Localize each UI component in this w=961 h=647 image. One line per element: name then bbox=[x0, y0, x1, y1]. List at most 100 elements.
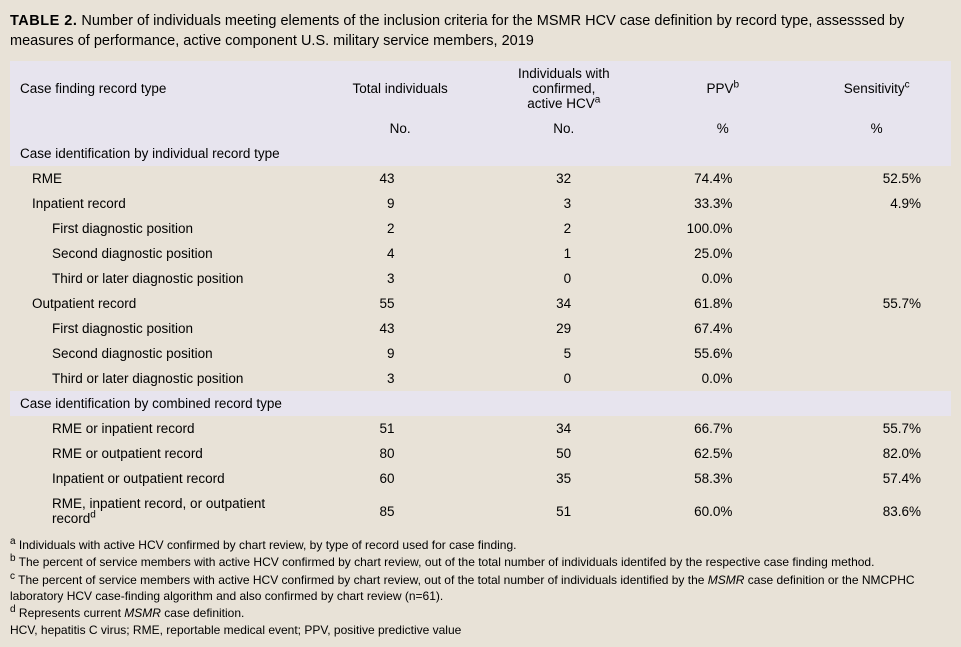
subhead-pct-2: % bbox=[802, 116, 951, 141]
row-label: Inpatient record bbox=[10, 191, 316, 216]
cell-sensitivity bbox=[802, 316, 951, 341]
cell-confirmed: 0 bbox=[485, 266, 644, 291]
cell-ppv: 0.0% bbox=[643, 266, 802, 291]
cell-confirmed: 0 bbox=[485, 366, 644, 391]
table-row: First diagnostic position432967.4% bbox=[10, 316, 951, 341]
table-label: TABLE 2. bbox=[10, 13, 77, 29]
cell-confirmed: 1 bbox=[485, 241, 644, 266]
cell-confirmed: 35 bbox=[485, 466, 644, 491]
footnote-abbr: HCV, hepatitis C virus; RME, reportable … bbox=[10, 622, 951, 638]
table-row: RME, inpatient record, or outpatient rec… bbox=[10, 491, 951, 531]
cell-ppv: 67.4% bbox=[643, 316, 802, 341]
row-label: First diagnostic position bbox=[10, 316, 316, 341]
row-label: RME, inpatient record, or outpatient rec… bbox=[10, 491, 316, 531]
cell-total: 9 bbox=[316, 191, 485, 216]
table-container: TABLE 2. Number of individuals meeting e… bbox=[0, 0, 961, 647]
cell-total: 3 bbox=[316, 366, 485, 391]
cell-confirmed: 34 bbox=[485, 291, 644, 316]
footnote-d: d Represents current MSMR case definitio… bbox=[10, 605, 951, 621]
cell-total: 2 bbox=[316, 216, 485, 241]
table-row: Inpatient record9333.3%4.9% bbox=[10, 191, 951, 216]
table-caption: Number of individuals meeting elements o… bbox=[10, 13, 904, 49]
row-label: Third or later diagnostic position bbox=[10, 366, 316, 391]
cell-total: 9 bbox=[316, 341, 485, 366]
cell-sensitivity bbox=[802, 341, 951, 366]
cell-total: 85 bbox=[316, 491, 485, 531]
cell-ppv: 58.3% bbox=[643, 466, 802, 491]
col-header-record-type: Case finding record type bbox=[10, 61, 316, 116]
cell-total: 80 bbox=[316, 441, 485, 466]
table-row: Outpatient record553461.8%55.7% bbox=[10, 291, 951, 316]
col-header-total: Total individuals bbox=[316, 61, 485, 116]
table-row: RME or outpatient record805062.5%82.0% bbox=[10, 441, 951, 466]
footnote-a: a Individuals with active HCV confirmed … bbox=[10, 537, 951, 553]
table-row: RME433274.4%52.5% bbox=[10, 166, 951, 191]
table-row: Third or later diagnostic position300.0% bbox=[10, 266, 951, 291]
cell-sensitivity: 82.0% bbox=[802, 441, 951, 466]
cell-ppv: 55.6% bbox=[643, 341, 802, 366]
header-row-1: Case finding record type Total individua… bbox=[10, 61, 951, 116]
cell-ppv: 61.8% bbox=[643, 291, 802, 316]
section-row: Case identification by individual record… bbox=[10, 141, 951, 166]
cell-ppv: 60.0% bbox=[643, 491, 802, 531]
cell-ppv: 74.4% bbox=[643, 166, 802, 191]
cell-ppv: 100.0% bbox=[643, 216, 802, 241]
cell-sensitivity bbox=[802, 241, 951, 266]
subhead-no-1: No. bbox=[316, 116, 485, 141]
data-table: Case finding record type Total individua… bbox=[10, 61, 951, 531]
table-title: TABLE 2. Number of individuals meeting e… bbox=[10, 12, 951, 51]
table-row: RME or inpatient record513466.7%55.7% bbox=[10, 416, 951, 441]
cell-confirmed: 50 bbox=[485, 441, 644, 466]
row-label: RME or inpatient record bbox=[10, 416, 316, 441]
col-header-ppv: PPVb bbox=[643, 61, 802, 116]
section-label: Case identification by individual record… bbox=[10, 141, 951, 166]
cell-total: 55 bbox=[316, 291, 485, 316]
cell-confirmed: 32 bbox=[485, 166, 644, 191]
cell-ppv: 25.0% bbox=[643, 241, 802, 266]
cell-confirmed: 5 bbox=[485, 341, 644, 366]
cell-total: 51 bbox=[316, 416, 485, 441]
table-row: First diagnostic position22100.0% bbox=[10, 216, 951, 241]
footnotes: a Individuals with active HCV confirmed … bbox=[10, 537, 951, 638]
cell-sensitivity: 52.5% bbox=[802, 166, 951, 191]
cell-total: 60 bbox=[316, 466, 485, 491]
row-label: Second diagnostic position bbox=[10, 241, 316, 266]
table-row: Second diagnostic position4125.0% bbox=[10, 241, 951, 266]
cell-total: 43 bbox=[316, 316, 485, 341]
cell-ppv: 62.5% bbox=[643, 441, 802, 466]
subhead-no-2: No. bbox=[485, 116, 644, 141]
row-label: Outpatient record bbox=[10, 291, 316, 316]
cell-sensitivity bbox=[802, 216, 951, 241]
cell-total: 3 bbox=[316, 266, 485, 291]
row-label: RME bbox=[10, 166, 316, 191]
cell-total: 43 bbox=[316, 166, 485, 191]
col-header-sensitivity: Sensitivityc bbox=[802, 61, 951, 116]
subhead-pct-1: % bbox=[643, 116, 802, 141]
cell-sensitivity: 55.7% bbox=[802, 291, 951, 316]
footnote-c: c The percent of service members with ac… bbox=[10, 572, 951, 604]
cell-ppv: 66.7% bbox=[643, 416, 802, 441]
row-label: RME or outpatient record bbox=[10, 441, 316, 466]
cell-confirmed: 3 bbox=[485, 191, 644, 216]
cell-sensitivity: 57.4% bbox=[802, 466, 951, 491]
table-row: Third or later diagnostic position300.0% bbox=[10, 366, 951, 391]
row-label: First diagnostic position bbox=[10, 216, 316, 241]
row-label: Inpatient or outpatient record bbox=[10, 466, 316, 491]
cell-ppv: 0.0% bbox=[643, 366, 802, 391]
footnote-b: b The percent of service members with ac… bbox=[10, 554, 951, 570]
cell-confirmed: 2 bbox=[485, 216, 644, 241]
table-row: Inpatient or outpatient record603558.3%5… bbox=[10, 466, 951, 491]
table-body: Case identification by individual record… bbox=[10, 141, 951, 531]
cell-sensitivity bbox=[802, 366, 951, 391]
cell-confirmed: 51 bbox=[485, 491, 644, 531]
cell-sensitivity: 55.7% bbox=[802, 416, 951, 441]
col-header-confirmed: Individuals with confirmed, active HCVa bbox=[485, 61, 644, 116]
header-row-2: No. No. % % bbox=[10, 116, 951, 141]
row-label: Third or later diagnostic position bbox=[10, 266, 316, 291]
row-label: Second diagnostic position bbox=[10, 341, 316, 366]
section-label: Case identification by combined record t… bbox=[10, 391, 951, 416]
table-row: Second diagnostic position9555.6% bbox=[10, 341, 951, 366]
cell-confirmed: 29 bbox=[485, 316, 644, 341]
section-row: Case identification by combined record t… bbox=[10, 391, 951, 416]
cell-ppv: 33.3% bbox=[643, 191, 802, 216]
